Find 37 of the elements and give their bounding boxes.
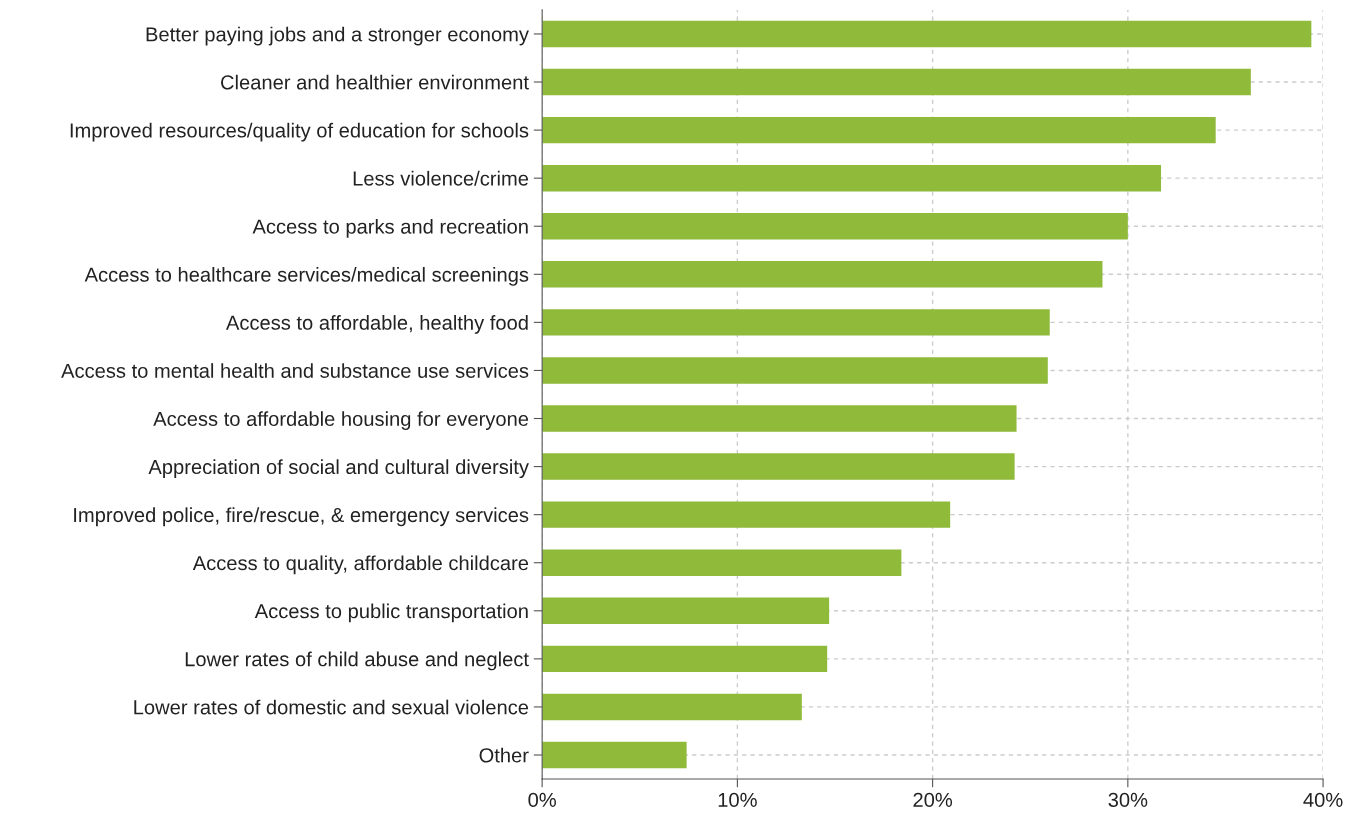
bar — [542, 501, 951, 528]
y-tick-label: Appreciation of social and cultural diversity — [148, 459, 529, 479]
bar — [542, 213, 1128, 240]
y-tick-label: Less violence/crime — [353, 170, 529, 186]
bar — [542, 20, 1312, 48]
bar — [542, 693, 802, 721]
y-tick-label: Cleaner and healthier environment — [221, 74, 529, 90]
bar — [542, 164, 1162, 192]
y-tick-label: Access to public transportation — [254, 603, 528, 623]
y-tick-label: Access to affordable housing for everyone — [153, 411, 529, 430]
x-tick-label: 10% — [718, 792, 757, 808]
y-tick-label: Access to healthcare services/medical screenings — [84, 267, 529, 286]
y-tick-label: Improved resources/quality of education for schools — [70, 122, 529, 142]
bar — [542, 645, 828, 673]
bar — [542, 261, 1103, 288]
x-tick-label: 20% — [913, 792, 953, 808]
bar — [542, 741, 687, 769]
bar — [542, 357, 1048, 384]
y-tick-label: Access to mental health and substance use services — [61, 363, 529, 378]
y-tick-label: Lower rates of domestic and sexual violence — [134, 699, 529, 715]
bar — [542, 549, 902, 576]
bar — [542, 309, 1050, 336]
y-tick-label: Access to affordable, healthy food — [225, 315, 528, 334]
y-tick-label: Lower rates of child abuse and neglect — [185, 651, 529, 671]
y-tick-label: Improved police, fire/rescue, & emergency services — [74, 507, 529, 527]
y-tick-label: Other — [479, 747, 529, 763]
bar — [542, 597, 830, 625]
bar — [542, 405, 1017, 432]
y-tick-label: Access to quality, affordable childcare — [192, 555, 529, 575]
x-tick-label: 40% — [1303, 792, 1343, 808]
y-tick-label: Access to parks and recreation — [252, 218, 528, 238]
x-tick-label: 30% — [1108, 792, 1148, 808]
bar — [542, 453, 1015, 480]
x-tick-label: 0% — [528, 792, 556, 808]
bar — [542, 116, 1216, 144]
bar — [542, 68, 1251, 96]
y-tick-label: Better paying jobs and a stronger economy — [146, 26, 529, 46]
